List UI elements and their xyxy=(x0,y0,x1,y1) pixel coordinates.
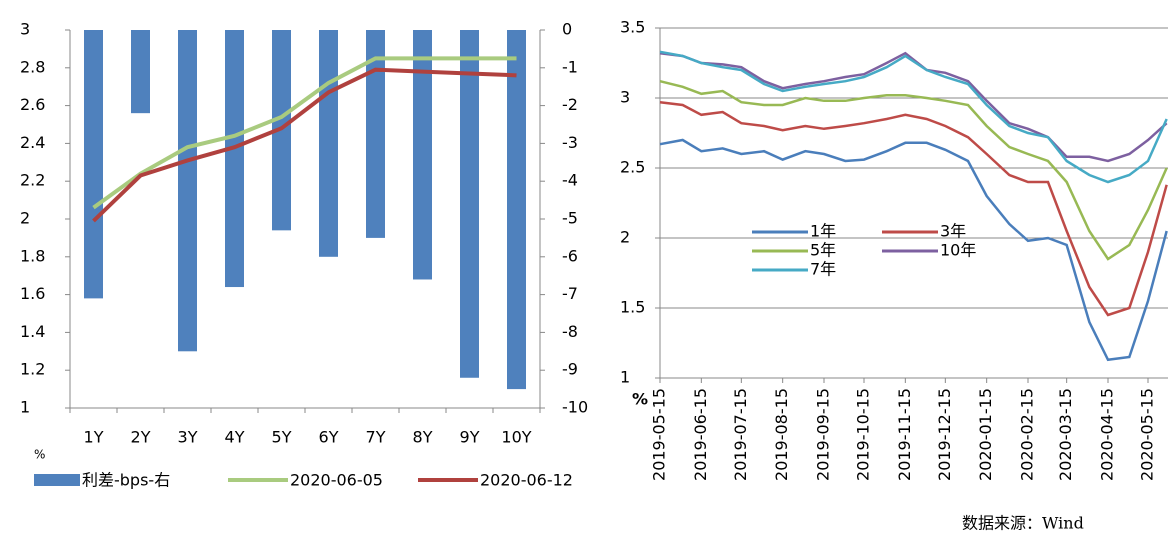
y-tick-label: 2.6 xyxy=(20,95,45,114)
y-tick-label: 1 xyxy=(20,398,30,417)
y-unit: % xyxy=(34,448,45,462)
y2-tick-label: -8 xyxy=(562,322,578,341)
bar xyxy=(413,30,432,280)
legend-label: 7年 xyxy=(810,260,836,279)
y-tick-label: 1.6 xyxy=(20,284,45,303)
bar xyxy=(131,30,150,114)
x-tick-label: 2019-09-15 xyxy=(814,388,833,481)
bar xyxy=(178,30,197,352)
bar xyxy=(319,30,338,257)
y-tick-label: 1 xyxy=(620,368,630,387)
x-tick-label: 5Y xyxy=(272,428,292,447)
y2-tick-label: -4 xyxy=(562,171,578,190)
line-series xyxy=(659,100,1168,317)
y-tick-label: 3.5 xyxy=(620,18,645,37)
x-tick-label: 2019-06-15 xyxy=(691,388,710,481)
legend-label: 利差-bps-右 xyxy=(82,471,170,490)
x-tick-label: 9Y xyxy=(460,428,480,447)
line-series xyxy=(92,56,517,210)
x-tick-label: 2019-12-15 xyxy=(935,388,954,481)
x-tick-label: 2020-04-15 xyxy=(1098,388,1117,481)
y-tick-label: 1.8 xyxy=(20,246,45,265)
legend-label: 1年 xyxy=(810,222,836,241)
x-tick-label: 2019-10-15 xyxy=(854,388,873,481)
source-note: 数据来源：Wind xyxy=(962,514,1084,533)
legend-swatch xyxy=(34,474,80,486)
bar xyxy=(507,30,526,390)
x-tick-label: 2020-01-15 xyxy=(976,388,995,481)
y-tick-label: 2 xyxy=(20,209,30,228)
y2-tick-label: -3 xyxy=(562,133,578,152)
y-tick-label: 2.2 xyxy=(20,171,45,190)
y-tick-label: 3 xyxy=(20,20,30,39)
x-tick-label: 2020-02-15 xyxy=(1018,388,1037,481)
x-tick-label: 3Y xyxy=(178,428,198,447)
y-tick-label: 2.8 xyxy=(20,57,45,76)
bar xyxy=(84,30,103,299)
x-tick-label: 2020-05-15 xyxy=(1138,388,1157,481)
x-tick-label: 2019-11-15 xyxy=(895,388,914,481)
line-series xyxy=(659,50,1168,184)
y2-tick-label: -1 xyxy=(562,57,578,76)
x-tick-label: 2019-05-15 xyxy=(650,388,669,481)
x-tick-label: 1Y xyxy=(84,428,104,447)
x-tick-label: 2019-07-15 xyxy=(731,388,750,481)
legend-label: 10年 xyxy=(940,241,976,260)
y-tick-label: 2.5 xyxy=(620,158,645,177)
bar xyxy=(225,30,244,288)
y-tick-label: 2.4 xyxy=(20,133,45,152)
legend-label: 2020-06-05 xyxy=(290,471,383,490)
x-tick-label: 10Y xyxy=(501,428,531,447)
line-series xyxy=(92,67,517,223)
y2-tick-label: -5 xyxy=(562,209,578,228)
legend-label: 3年 xyxy=(940,222,966,241)
x-tick-label: 2020-03-15 xyxy=(1056,388,1075,481)
y2-tick-label: -7 xyxy=(562,284,578,303)
y2-tick-label: -9 xyxy=(562,360,578,379)
y-tick-label: 3 xyxy=(620,88,630,107)
x-tick-label: 4Y xyxy=(225,428,245,447)
y-unit: % xyxy=(632,390,648,409)
line-series xyxy=(659,138,1168,362)
x-tick-label: 2019-08-15 xyxy=(772,388,791,481)
legend-label: 5年 xyxy=(810,241,836,260)
y2-tick-label: -6 xyxy=(562,246,578,265)
y-tick-label: 1.5 xyxy=(620,298,645,317)
y2-tick-label: -2 xyxy=(562,95,578,114)
bar xyxy=(366,30,385,238)
bar xyxy=(460,30,479,378)
y2-tick-label: 0 xyxy=(562,20,572,39)
x-tick-label: 7Y xyxy=(366,428,386,447)
y2-tick-label: -10 xyxy=(562,398,588,417)
x-tick-label: 6Y xyxy=(319,428,339,447)
line-series xyxy=(659,79,1168,261)
legend-label: 2020-06-12 xyxy=(480,471,573,490)
x-tick-label: 8Y xyxy=(413,428,433,447)
y-tick-label: 1.2 xyxy=(20,360,45,379)
x-tick-label: 2Y xyxy=(131,428,151,447)
y-tick-label: 1.4 xyxy=(20,322,45,341)
y-tick-label: 2 xyxy=(620,228,630,247)
